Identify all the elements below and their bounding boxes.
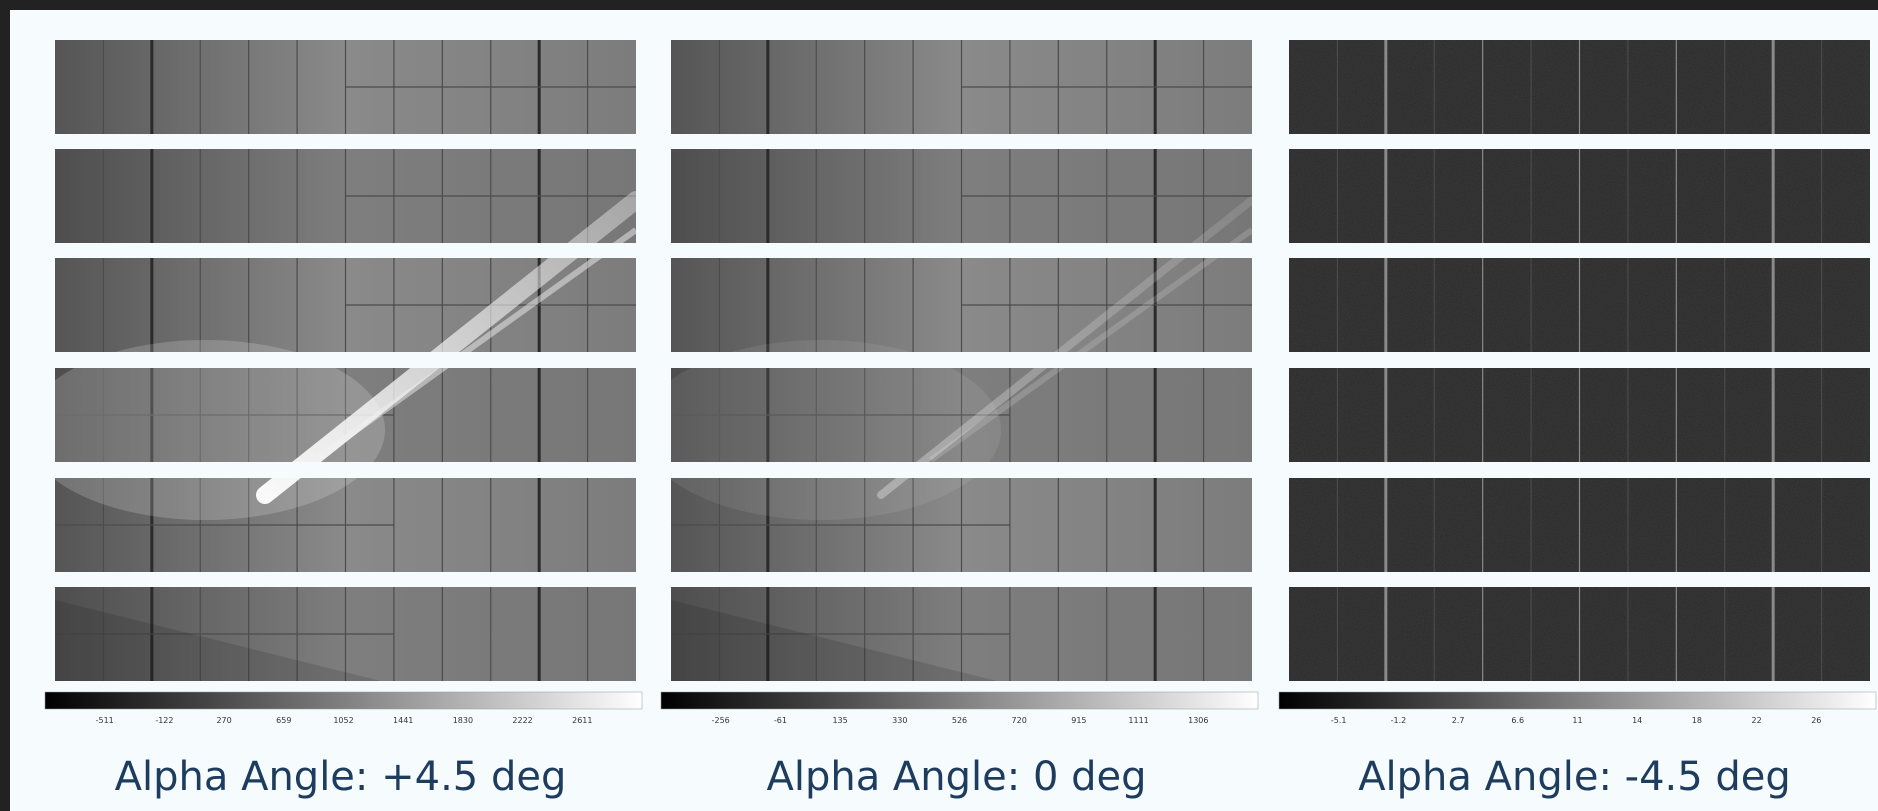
colorbar-tick-label: -61 xyxy=(774,716,787,725)
colorbar-tick-label: 18 xyxy=(1692,716,1702,725)
colorbar-tick-label: 1111 xyxy=(1128,716,1148,725)
colorbar-tick-label: 2.7 xyxy=(1452,716,1465,725)
colorbar-tick-label: 2222 xyxy=(512,716,532,725)
colorbar-tick-label: 1830 xyxy=(453,716,473,725)
figure: -511-12227065910521441183022222611Alpha … xyxy=(0,0,1878,811)
colorbar-tick-label: 11 xyxy=(1572,716,1582,725)
colorbar-tick-label: 659 xyxy=(276,716,291,725)
panel-caption: Alpha Angle: +4.5 deg xyxy=(115,754,567,800)
colorbar-tick-label: 720 xyxy=(1012,716,1027,725)
colorbar-tick-label: -122 xyxy=(155,716,173,725)
colorbar-tick-label: 270 xyxy=(216,716,231,725)
colorbar-tick-label: -5.1 xyxy=(1331,716,1347,725)
colorbar-tick-label: 1052 xyxy=(333,716,353,725)
colorbar-tick-label: -256 xyxy=(712,716,730,725)
colorbar xyxy=(1279,692,1876,709)
colorbar-tick-label: -1.2 xyxy=(1391,716,1407,725)
colorbar-tick-label: 1441 xyxy=(393,716,413,725)
colorbar-tick-label: 1306 xyxy=(1188,716,1208,725)
colorbar xyxy=(45,692,642,709)
colorbar-tick-label: 915 xyxy=(1071,716,1086,725)
colorbar-tick-label: 6.6 xyxy=(1511,716,1524,725)
colorbar-tick-label: 330 xyxy=(892,716,907,725)
colorbar-tick-label: 2611 xyxy=(572,716,592,725)
colorbar-tick-label: 526 xyxy=(952,716,967,725)
colorbar xyxy=(661,692,1258,709)
colorbar-tick-label: 22 xyxy=(1752,716,1762,725)
panel-caption: Alpha Angle: 0 deg xyxy=(766,754,1146,800)
page: -511-12227065910521441183022222611Alpha … xyxy=(0,0,1878,811)
colorbar-tick-label: 26 xyxy=(1811,716,1821,725)
colorbar-tick-label: 135 xyxy=(832,716,847,725)
colorbar-tick-label: 14 xyxy=(1632,716,1642,725)
colorbar-tick-label: -511 xyxy=(96,716,114,725)
panel-caption: Alpha Angle: -4.5 deg xyxy=(1358,754,1791,800)
